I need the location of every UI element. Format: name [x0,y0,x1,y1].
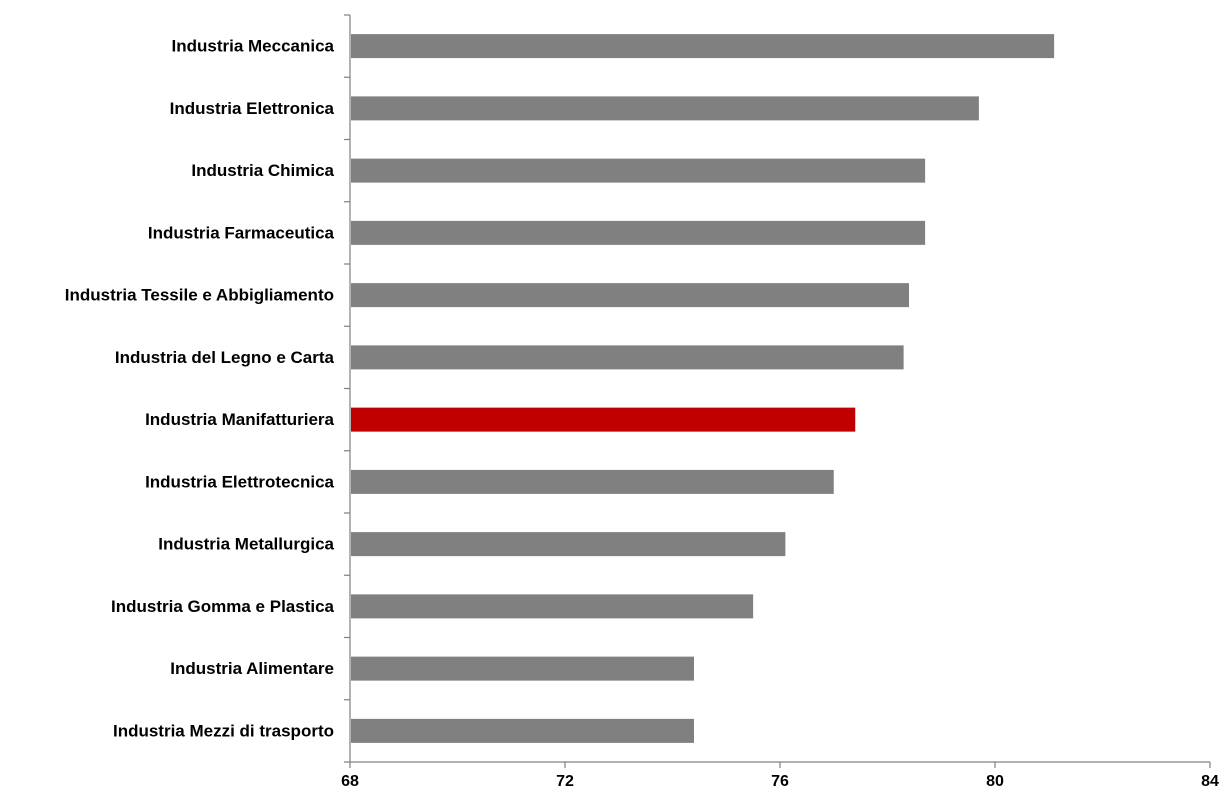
category-label: Industria Chimica [191,161,334,180]
ticks-group [344,14,1211,768]
category-label: Industria Farmaceutica [148,223,335,242]
x-tick-label: 84 [1201,773,1219,790]
x-tick-label: 76 [771,773,789,790]
bars-group [351,34,1055,743]
axes-group [349,15,1210,763]
category-label: Industria Meccanica [171,37,334,56]
bar [351,594,754,619]
x-tick-label: 80 [986,773,1004,790]
x-tick-label: 72 [556,773,574,790]
category-label: Industria del Legno e Carta [115,348,335,367]
bar [351,220,926,245]
bar [351,532,786,557]
category-label: Industria Elettronica [170,99,335,118]
bar [351,718,694,743]
category-label: Industria Gomma e Plastica [111,597,335,616]
x-tick-label: 68 [341,773,359,790]
bar-highlight [351,407,856,432]
category-label: Industria Mezzi di trasporto [113,721,334,740]
x-tick-labels-group: 68 72 76 80 84 [341,773,1219,790]
category-label: Industria Tessile e Abbigliamento [65,286,334,305]
category-label: Industria Elettrotecnica [145,472,334,491]
category-label: Industria Metallurgica [158,535,334,554]
bar [351,469,834,494]
bar [351,96,979,121]
bar [351,34,1055,59]
bar [351,158,926,183]
bar [351,656,694,681]
category-labels-group: Industria Meccanica Industria Elettronica… [65,37,335,741]
category-label: Industria Alimentare [170,659,334,678]
category-label: Industria Manifatturiera [145,410,334,429]
bar [351,345,904,370]
bar [351,283,909,308]
